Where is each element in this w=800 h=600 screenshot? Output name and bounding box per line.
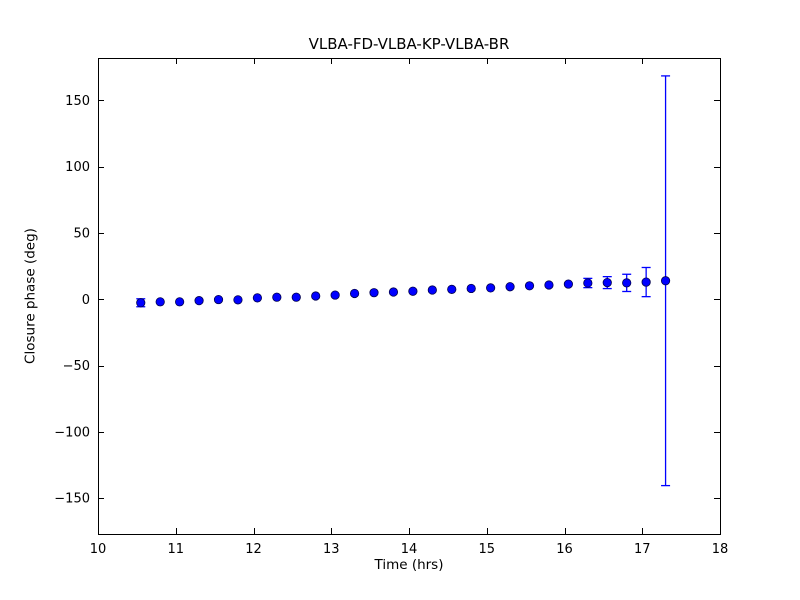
y-tick-label: −100 [54, 425, 90, 440]
x-tick-label: 14 [401, 542, 418, 557]
data-point [408, 286, 418, 296]
y-tick-label: −150 [54, 492, 90, 507]
data-point [563, 279, 573, 289]
data-point [233, 295, 243, 305]
y-tick-label: 0 [82, 293, 90, 308]
x-tick-label: 13 [323, 542, 340, 557]
data-point [252, 293, 262, 303]
data-point [213, 294, 224, 305]
data-point [660, 276, 671, 286]
data-point [155, 297, 165, 307]
x-tick-label: 15 [478, 542, 495, 557]
x-axis-label: Time (hrs) [374, 557, 444, 573]
x-tick-label: 11 [167, 542, 184, 557]
data-point [622, 278, 632, 288]
data-point [388, 287, 399, 297]
y-tick-label: 50 [73, 227, 90, 242]
data-point [524, 281, 535, 291]
data-point [349, 288, 360, 299]
x-tick-label: 10 [90, 542, 107, 557]
data-point [602, 278, 612, 288]
x-tick-label: 16 [556, 542, 573, 557]
x-tick-label: 12 [245, 542, 262, 557]
data-point [136, 298, 146, 308]
x-tick-label: 17 [634, 542, 651, 557]
data-point [641, 277, 651, 287]
data-point [369, 288, 379, 298]
data-point [427, 285, 437, 295]
data-point [291, 292, 301, 302]
y-tick-label: 150 [65, 94, 90, 109]
data-point [330, 290, 340, 300]
data-point [194, 296, 204, 306]
data-point [175, 297, 185, 307]
chart-title: VLBA-FD-VLBA-KP-VLBA-BR [308, 35, 510, 53]
data-point [544, 280, 554, 290]
data-point [466, 283, 476, 294]
data-point [505, 282, 515, 292]
data-point [311, 291, 321, 301]
y-tick-label: 100 [65, 160, 90, 175]
axes-frame [98, 58, 721, 535]
x-tick-label: 18 [712, 542, 729, 557]
data-point [447, 284, 457, 294]
data-point [486, 283, 496, 293]
data-point [583, 278, 593, 288]
data-point [272, 292, 282, 302]
y-tick-label: −50 [63, 359, 90, 374]
